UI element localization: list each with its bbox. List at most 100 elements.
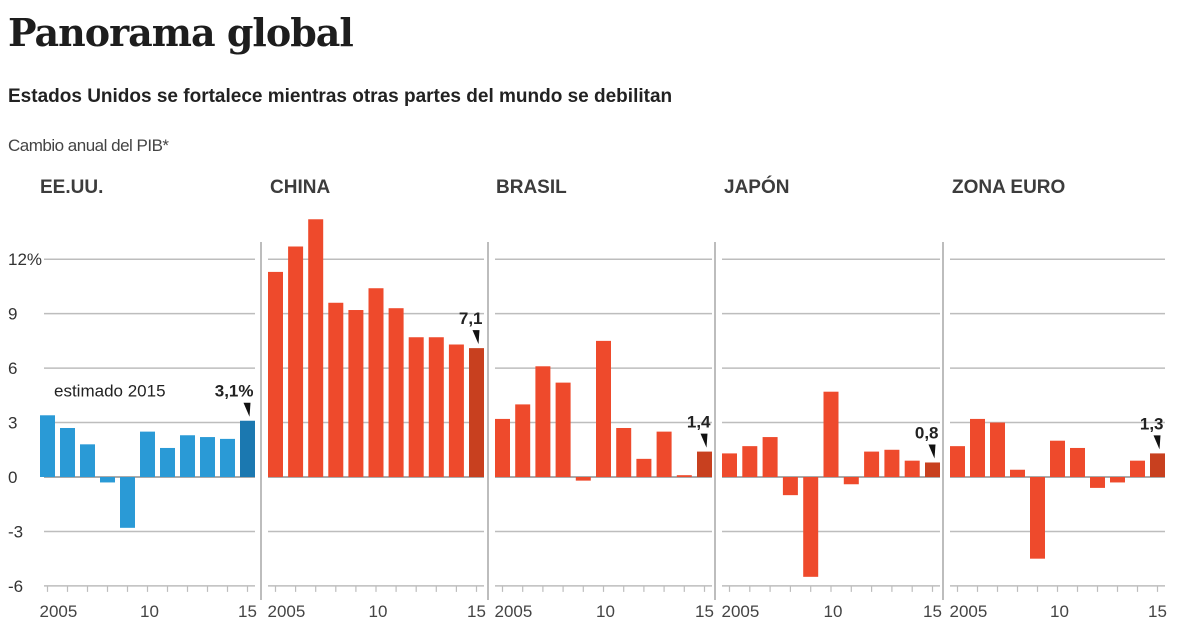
- panel-title: BRASIL: [496, 177, 567, 198]
- y-tick-label: 9: [8, 305, 17, 324]
- bar-2010: [140, 431, 155, 477]
- value-annotation: 7,1: [459, 309, 483, 328]
- bar-2008: [1010, 469, 1025, 477]
- bar-2006: [60, 427, 75, 477]
- bar-2006: [970, 418, 985, 477]
- x-tick-label: 2005: [722, 602, 760, 621]
- panel-zona-euro: ZONA EURO 2005 10 15 1,3: [950, 177, 1167, 621]
- bar-2009: [1030, 477, 1045, 559]
- bar-2013: [428, 337, 444, 477]
- value-annotation: 3,1%: [215, 382, 254, 401]
- bar-2005: [495, 418, 510, 477]
- bar-2010: [823, 391, 839, 477]
- panel-title: EE.UU.: [40, 177, 103, 198]
- bar-2014: [448, 344, 464, 477]
- value-annotation: 1,3: [1140, 414, 1164, 433]
- x-tick-label: 2005: [495, 602, 533, 621]
- bar-2011: [160, 447, 175, 477]
- bar-2015: [1150, 453, 1165, 477]
- bar-2015: [469, 348, 484, 477]
- panel-jap-n: JAPÓN 2005 10 15 0,8: [722, 176, 942, 621]
- bar-2005: [40, 415, 55, 477]
- chart-subtitle: Estados Unidos se fortalece mientras otr…: [8, 86, 673, 107]
- bar-2010: [368, 288, 384, 477]
- y-axis-measure-label: Cambio anual del PIB*: [8, 136, 169, 155]
- panel-title: JAPÓN: [724, 176, 789, 198]
- bar-2007: [535, 366, 551, 477]
- bar-2005: [950, 446, 965, 477]
- bar-2006: [288, 246, 304, 477]
- bar-2009: [120, 477, 135, 528]
- bar-2014: [220, 438, 235, 477]
- bar-2006: [742, 446, 758, 477]
- y-tick-label: 3: [8, 414, 17, 433]
- bar-2013: [200, 437, 215, 477]
- pointer-arrow-icon: [700, 433, 708, 448]
- y-tick-label: 0: [8, 468, 17, 487]
- bar-2007: [308, 219, 324, 477]
- x-tick-label: 15: [923, 602, 942, 621]
- x-tick-label: 15: [238, 602, 257, 621]
- bar-2009: [348, 310, 364, 477]
- bar-2011: [1070, 447, 1085, 477]
- bar-2015: [240, 420, 255, 477]
- x-tick-label: 10: [140, 602, 159, 621]
- estimate-note: estimado 2015: [54, 382, 166, 401]
- bar-2009: [803, 477, 819, 577]
- bar-2015: [925, 462, 940, 477]
- bar-2007: [762, 437, 778, 477]
- bar-2014: [676, 475, 692, 477]
- bar-2013: [656, 431, 672, 477]
- x-tick-label: 10: [824, 602, 843, 621]
- bar-2011: [616, 427, 632, 477]
- chart-title: Panorama global: [8, 10, 354, 55]
- bar-2008: [555, 382, 571, 477]
- pointer-arrow-icon: [243, 402, 251, 417]
- bar-2008: [782, 477, 798, 496]
- bar-2012: [180, 435, 195, 477]
- panel-title: ZONA EURO: [952, 177, 1065, 198]
- bar-2012: [408, 337, 424, 477]
- value-annotation: 0,8: [915, 423, 939, 442]
- bar-2015: [697, 451, 712, 477]
- x-tick-label: 15: [467, 602, 486, 621]
- bar-2007: [80, 444, 95, 477]
- panel-china: CHINA 2005 10 15 7,1: [268, 177, 486, 621]
- pointer-arrow-icon: [472, 330, 480, 345]
- bar-2010: [1050, 440, 1065, 477]
- x-tick-label: 2005: [268, 602, 306, 621]
- panel-ee-uu-: EE.UU. 2005 10 15 3,1% estimado 2015: [40, 177, 257, 621]
- x-tick-label: 15: [695, 602, 714, 621]
- x-tick-label: 10: [369, 602, 388, 621]
- bar-2011: [843, 477, 859, 485]
- bar-2012: [636, 458, 652, 477]
- y-tick-label: 6: [8, 359, 17, 378]
- bar-2014: [1130, 460, 1145, 477]
- panel-title: CHINA: [270, 177, 330, 198]
- bar-2005: [268, 271, 283, 477]
- y-tick-label: 12%: [8, 250, 42, 269]
- bar-2008: [328, 302, 344, 477]
- bar-2012: [864, 451, 880, 477]
- bar-2013: [1110, 477, 1125, 483]
- bar-2009: [575, 477, 591, 481]
- bar-2007: [990, 422, 1005, 477]
- bar-2011: [388, 308, 404, 477]
- x-tick-label: 10: [1050, 602, 1069, 621]
- bar-2010: [596, 340, 611, 477]
- x-tick-label: 2005: [950, 602, 988, 621]
- bar-2008: [100, 477, 115, 483]
- x-tick-label: 2005: [40, 602, 78, 621]
- bar-2006: [515, 404, 531, 477]
- value-annotation: 1,4: [687, 413, 711, 432]
- x-tick-label: 15: [1148, 602, 1167, 621]
- bar-2005: [722, 453, 737, 477]
- bar-2012: [1090, 477, 1105, 488]
- y-tick-label: -6: [8, 577, 23, 596]
- x-tick-label: 10: [596, 602, 615, 621]
- pointer-arrow-icon: [928, 444, 936, 459]
- y-tick-label: -3: [8, 522, 23, 541]
- pointer-arrow-icon: [1153, 435, 1161, 450]
- bar-2014: [904, 460, 920, 477]
